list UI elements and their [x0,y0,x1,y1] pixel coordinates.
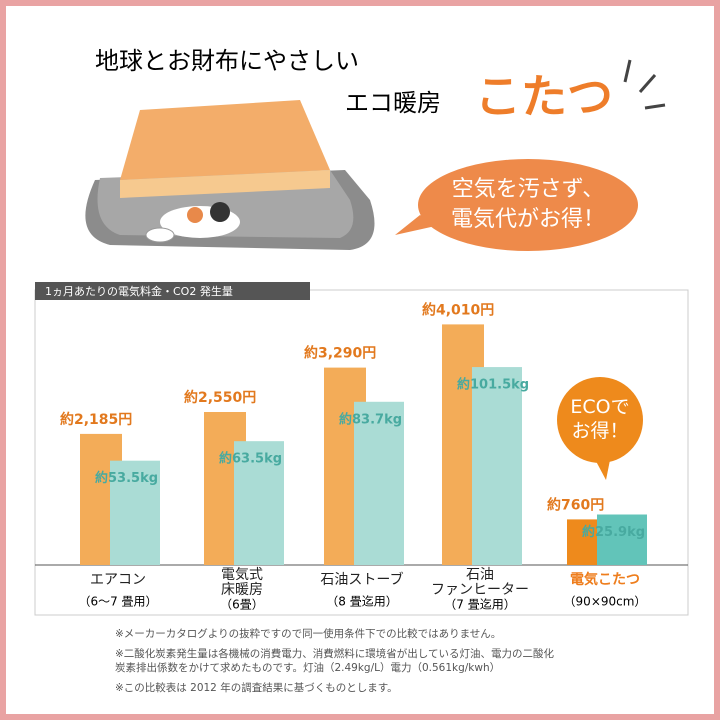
value-label: 約83.7kg [339,411,402,427]
bar [354,401,404,565]
value-label: 約2,550円 [184,389,256,406]
kotatsu-illustration [85,100,375,250]
category-note: （6〜7 畳用） [78,595,157,609]
bar [472,367,522,565]
chart-title: 1ヵ月あたりの電気料金・CO2 発生量 [45,284,233,298]
value-label: 約2,185円 [60,411,132,428]
title-line2: エコ暖房 [345,89,441,117]
footnote: ※メーカーカタログよりの抜粋ですので同一使用条件下での比較ではありません。 [115,627,501,640]
category-label: 電気こたつ [570,571,640,588]
value-label: 約63.5kg [219,451,282,467]
category-note: （8 畳迄用） [326,595,397,609]
accent-lines [623,59,666,110]
category-label: 石油ファンヒーター [431,567,529,598]
bar [597,514,647,565]
value-label: 約760円 [547,496,604,513]
chart-title-tab [35,282,310,300]
callout [557,377,643,463]
category-label: 電気式床暖房 [221,567,263,598]
callout-text: ECOでお得！ [570,396,629,442]
title-line1: 地球とお財布にやさしい [95,47,359,75]
bar [110,460,160,565]
footnote: ※二酸化炭素発生量は各機械の消費電力、消費燃料に環境省が出している灯油、電力の二… [115,647,554,674]
value-label: 約25.9kg [582,524,645,540]
value-label: 約53.5kg [95,470,158,486]
category-note: （90×90cm） [564,595,647,609]
category-label: 石油ストーブ [320,571,403,588]
bubble [418,159,638,251]
value-label: 約3,290円 [304,345,376,362]
category-label: エアコン [90,572,146,588]
category-note: （6畳） [220,598,264,612]
title-highlight: こたつ [475,70,613,124]
bubble-text: 空気を汚さず、電気代がお得！ [451,177,605,232]
bar [234,441,284,565]
footnote: ※この比較表は 2012 年の調査結果に基づくものとします。 [115,681,398,694]
value-label: 約4,010円 [422,301,494,318]
category-note: （7 畳迄用） [444,598,515,612]
value-label: 約101.5kg [457,377,529,393]
